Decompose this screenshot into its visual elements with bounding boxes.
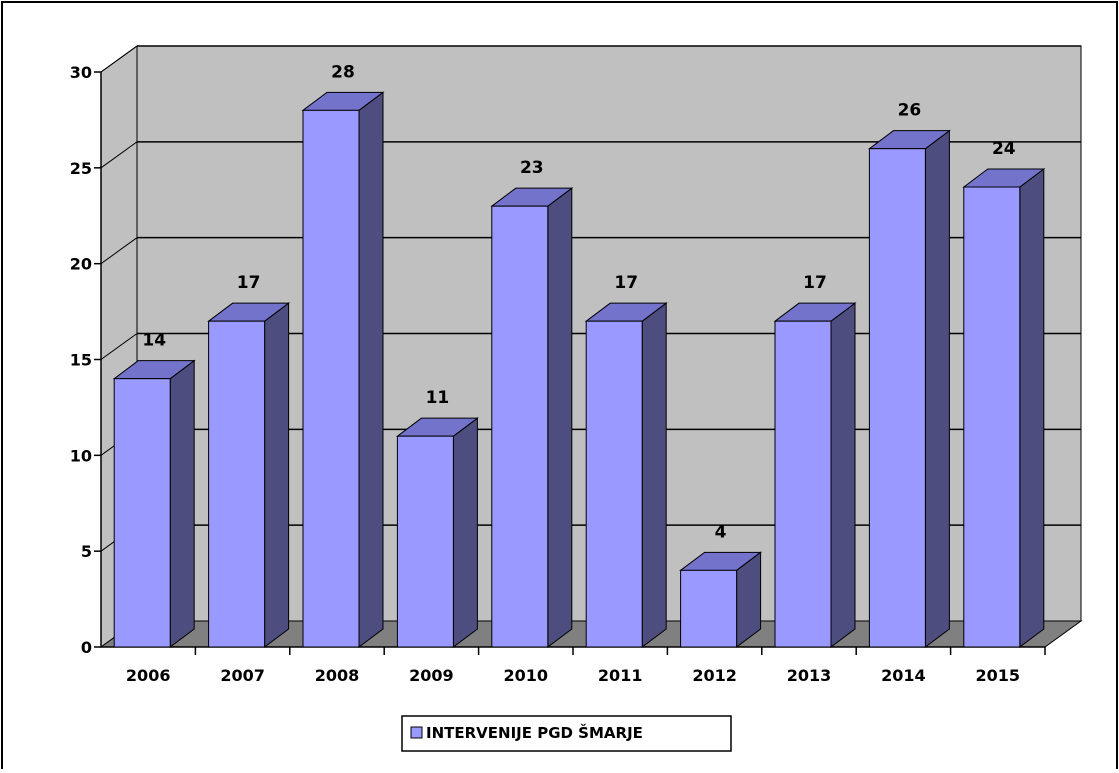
x-tick-label: 2012 — [692, 666, 737, 685]
bar-side — [547, 187, 573, 648]
bar-front — [868, 148, 926, 648]
x-tick-label: 2011 — [598, 666, 643, 685]
legend-label: INTERVENIJE PGD ŠMARJE — [426, 723, 643, 742]
bar-front — [396, 435, 454, 648]
gridline-side — [100, 45, 138, 73]
legend-box — [401, 715, 732, 752]
bar-side — [1019, 168, 1045, 648]
gridline-side — [100, 237, 138, 265]
data-label: 24 — [992, 139, 1016, 159]
bar — [301, 91, 385, 648]
bar — [112, 359, 196, 648]
data-label: 14 — [142, 331, 166, 351]
bar — [207, 302, 291, 648]
data-label: 4 — [715, 522, 727, 542]
data-label: 28 — [331, 62, 355, 82]
bar-side — [641, 302, 667, 648]
bar-side — [924, 129, 950, 648]
axes: 0 5 10 15 20 25 30 2006 2007 2008 2009 2010 2011 2012… — [70, 63, 1046, 685]
bar-side — [264, 302, 290, 648]
bar-side — [169, 359, 195, 648]
gridline-side — [100, 141, 138, 169]
data-label: 23 — [520, 158, 544, 178]
legend: INTERVENIJE PGD ŠMARJE — [401, 715, 732, 752]
bar-front — [208, 320, 266, 648]
bar — [490, 187, 574, 648]
bar-front — [585, 320, 643, 648]
y-tick-label: 0 — [81, 638, 92, 657]
data-label: 17 — [803, 273, 827, 293]
bar-front — [680, 569, 738, 648]
data-label: 17 — [237, 273, 261, 293]
y-tick-label: 15 — [70, 351, 92, 370]
y-tick-label: 25 — [70, 159, 92, 178]
bar-side — [358, 91, 384, 648]
y-tick-label: 30 — [70, 63, 92, 82]
bar — [773, 302, 857, 648]
x-tick-label: 2007 — [220, 666, 265, 685]
bar-front — [774, 320, 832, 648]
gridline-side — [100, 333, 138, 360]
bar — [679, 551, 763, 648]
y-tick-label: 10 — [70, 446, 92, 465]
x-tick-label: 2013 — [787, 666, 832, 685]
bar-side — [452, 417, 478, 648]
bars — [112, 91, 1046, 648]
data-labels: 14 17 28 11 23 17 4 17 26 24 — [142, 62, 1015, 542]
data-label: 26 — [898, 101, 922, 121]
data-label: 17 — [614, 273, 638, 293]
bar — [395, 417, 479, 648]
x-tick-label: 2009 — [409, 666, 454, 685]
bar-side — [830, 302, 856, 648]
bar-front — [113, 378, 171, 648]
bar-front — [963, 186, 1021, 648]
y-tick-label: 20 — [70, 255, 92, 274]
x-tick-label: 2010 — [504, 666, 549, 685]
y-tick-label: 5 — [81, 542, 92, 561]
x-tick-label: 2008 — [315, 666, 360, 685]
data-label: 11 — [426, 388, 450, 408]
bar-front — [491, 205, 549, 648]
bar — [962, 168, 1046, 648]
x-tick-label: 2014 — [881, 666, 926, 685]
bar-front — [302, 109, 360, 648]
legend-swatch — [410, 726, 423, 739]
x-tick-label: 2006 — [126, 666, 171, 685]
bar — [867, 129, 951, 648]
x-tick-label: 2015 — [976, 666, 1021, 685]
bar — [584, 302, 668, 648]
